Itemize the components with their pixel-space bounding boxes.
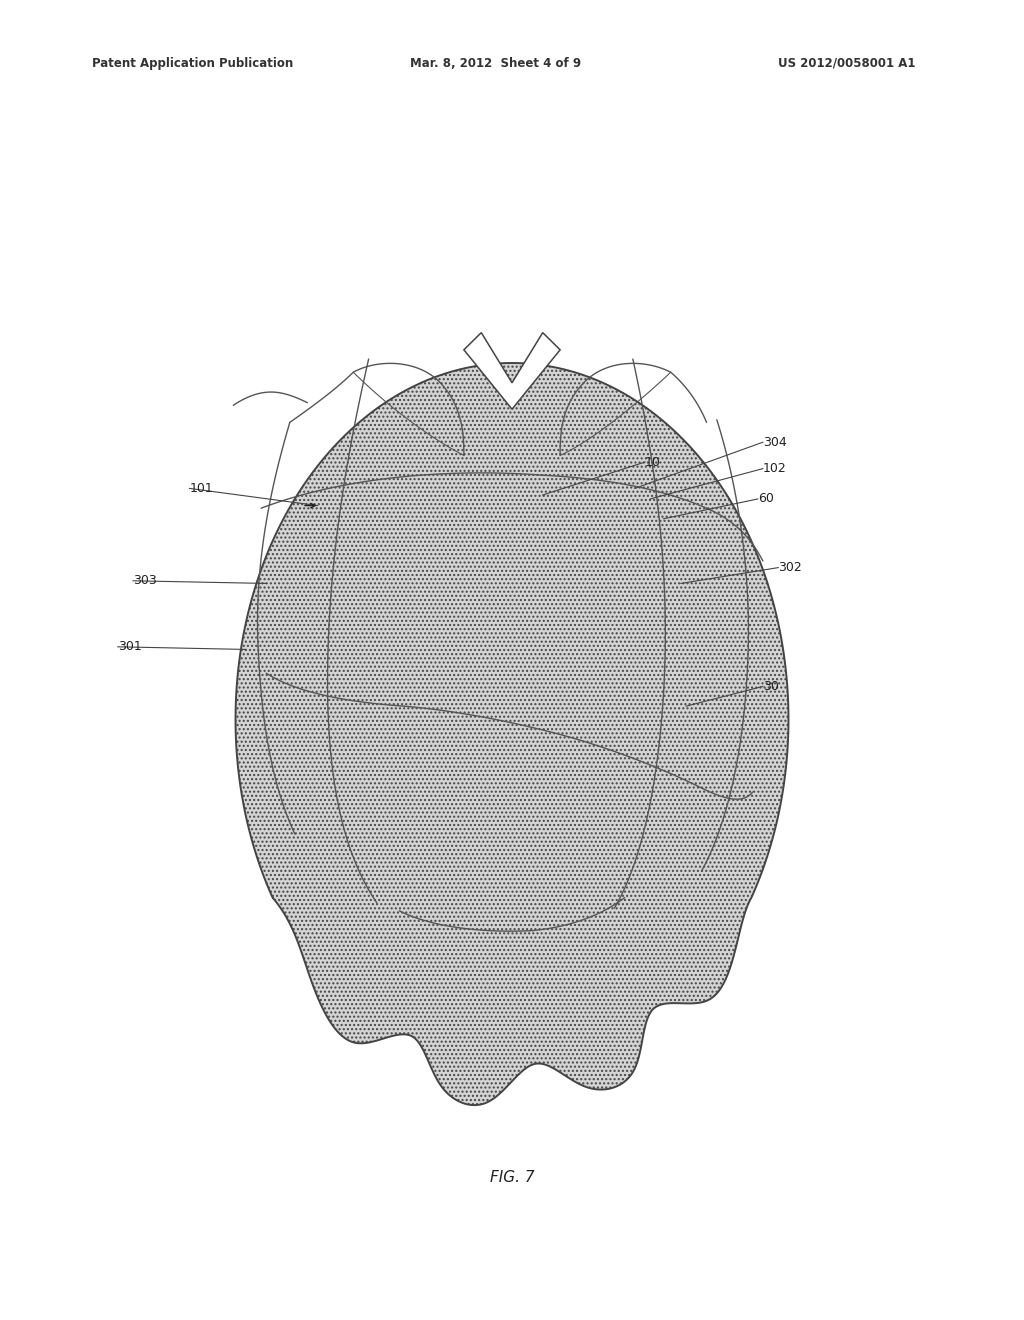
Text: 301: 301 [118, 640, 141, 653]
Text: 102: 102 [763, 462, 786, 475]
Text: 10: 10 [645, 455, 662, 469]
Text: 101: 101 [189, 482, 213, 495]
Polygon shape [236, 363, 788, 1105]
Polygon shape [464, 333, 560, 409]
Text: FIG. 7: FIG. 7 [489, 1170, 535, 1185]
Text: Patent Application Publication: Patent Application Publication [92, 57, 294, 70]
Text: 303: 303 [133, 574, 157, 587]
Text: Mar. 8, 2012  Sheet 4 of 9: Mar. 8, 2012 Sheet 4 of 9 [410, 57, 581, 70]
Text: 60: 60 [758, 492, 774, 506]
Text: 304: 304 [763, 436, 786, 449]
Text: US 2012/0058001 A1: US 2012/0058001 A1 [778, 57, 915, 70]
Text: 302: 302 [778, 561, 802, 574]
Text: 30: 30 [763, 680, 779, 693]
